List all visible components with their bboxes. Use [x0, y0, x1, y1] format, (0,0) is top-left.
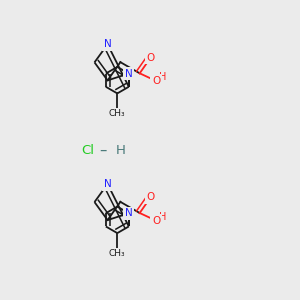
Text: O: O [152, 216, 160, 226]
Text: N: N [104, 39, 112, 49]
Text: H: H [116, 143, 126, 157]
Text: N: N [125, 68, 133, 79]
Text: O: O [152, 76, 160, 86]
Text: N: N [125, 208, 133, 218]
Text: O: O [146, 193, 155, 202]
Text: –: – [99, 142, 107, 158]
Text: CH₃: CH₃ [109, 110, 126, 118]
Text: O: O [146, 53, 155, 63]
Text: H: H [159, 212, 166, 222]
Text: H: H [159, 72, 166, 82]
Text: N: N [104, 179, 112, 189]
Text: Cl: Cl [82, 143, 94, 157]
Text: CH₃: CH₃ [109, 249, 126, 258]
